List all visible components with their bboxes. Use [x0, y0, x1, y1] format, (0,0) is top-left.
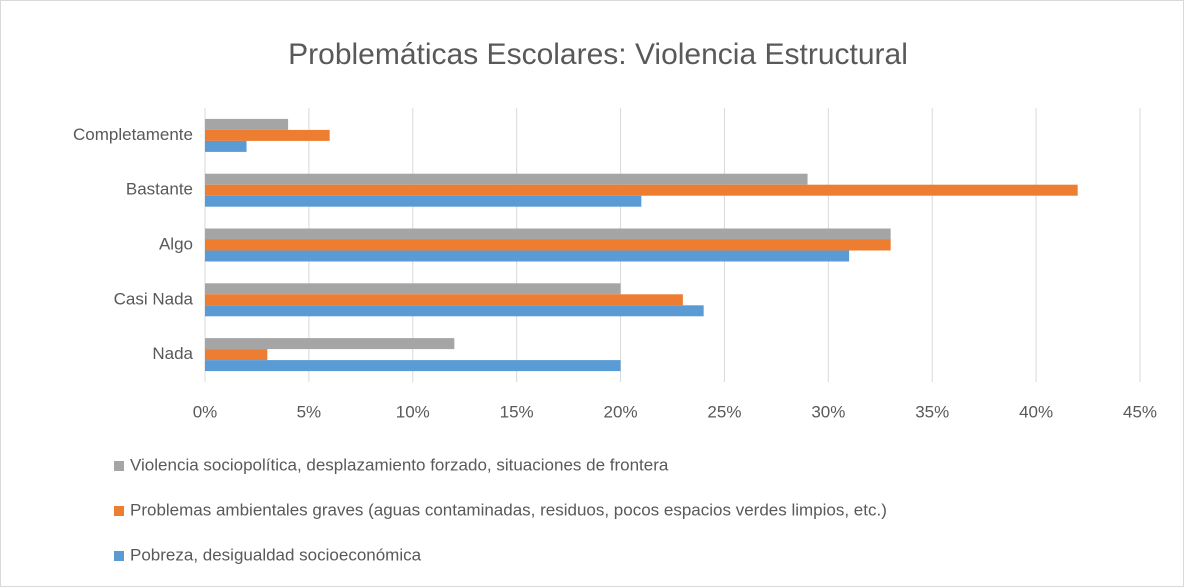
bar [205, 360, 621, 372]
legend-swatch [114, 506, 124, 516]
bar [205, 283, 621, 295]
legend-swatch [114, 461, 124, 471]
y-tick-label: Casi Nada [114, 289, 194, 308]
y-tick-label: Completamente [73, 125, 193, 144]
x-tick-label: 25% [707, 402, 741, 421]
x-tick-label: 0% [193, 402, 218, 421]
bar [205, 228, 891, 240]
bar [205, 173, 808, 185]
bar [205, 239, 891, 251]
x-tick-label: 40% [1019, 402, 1053, 421]
legend-label: Problemas ambientales graves (aguas cont… [130, 500, 887, 519]
x-tick-label: 5% [297, 402, 322, 421]
x-tick-label: 15% [500, 402, 534, 421]
bar [205, 195, 642, 207]
bar [205, 118, 289, 130]
x-tick-label: 45% [1123, 402, 1157, 421]
y-tick-label: Bastante [126, 180, 193, 199]
bar [205, 140, 247, 152]
bar [205, 305, 704, 317]
y-tick-label: Algo [159, 234, 193, 253]
x-tick-label: 30% [811, 402, 845, 421]
bar [205, 250, 850, 262]
legend-label: Pobreza, desigualdad socioeconómica [130, 545, 422, 564]
legend-swatch [114, 551, 124, 561]
bar [205, 129, 330, 141]
bar [205, 294, 683, 306]
x-tick-label: 10% [396, 402, 430, 421]
bar [205, 349, 268, 361]
y-tick-label: Nada [152, 344, 193, 363]
x-tick-label: 20% [604, 402, 638, 421]
legend-label: Violencia sociopolítica, desplazamiento … [130, 455, 669, 474]
x-tick-label: 35% [915, 402, 949, 421]
bar [205, 338, 455, 350]
bar [205, 184, 1078, 196]
chart-title: Problemáticas Escolares: Violencia Estru… [288, 38, 908, 71]
